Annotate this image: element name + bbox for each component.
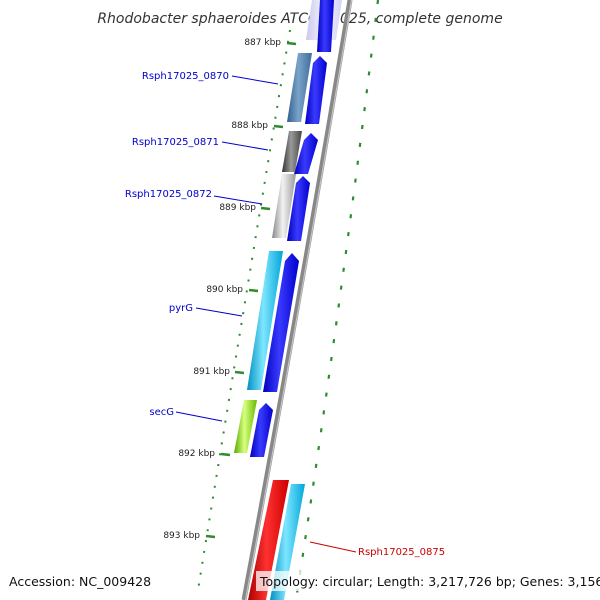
cds-arrow	[250, 403, 273, 457]
gene-label-secG[interactable]: secG	[149, 407, 174, 418]
gene-block-pyrG	[247, 251, 283, 390]
ruler-label: 890 kbp	[206, 285, 243, 295]
gene-label-pyrG[interactable]: pyrG	[169, 303, 193, 314]
gene-block-rsph17025-0872	[272, 174, 296, 238]
map-title: Rhodobacter sphaeroides ATCC 17025, comp…	[97, 11, 502, 27]
genome-summary-text: Topology: circular; Length: 3,217,726 bp…	[259, 574, 600, 589]
gene-blocks	[234, 53, 312, 600]
ruler-label: 888 kbp	[231, 121, 268, 131]
backbone-highlight	[244, 0, 353, 600]
gene-block-rsph17025-0870	[287, 53, 312, 122]
gene-leader-lines	[175, 75, 357, 553]
gene-label-rsph17025-0870[interactable]: Rsph17025_0870	[142, 71, 229, 82]
genome-backbone	[241, 0, 353, 600]
cds-arrow	[317, 0, 334, 52]
accession-text: Accession: NC_009428	[9, 574, 151, 589]
gene-labels: Rsph17025_0870 Rsph17025_0871 Rsph17025_…	[125, 71, 445, 558]
ruler-label: 891 kbp	[193, 367, 230, 377]
cds-forward-track	[250, 0, 334, 457]
cds-arrow	[287, 176, 310, 241]
cds-arrow	[294, 133, 318, 174]
cds-arrow	[263, 253, 299, 392]
gene-block-secG	[234, 400, 257, 453]
ruler-label: 892 kbp	[178, 449, 215, 459]
ruler-label: 889 kbp	[219, 203, 256, 213]
ruler-major-ticks	[205, 41, 297, 539]
cds-arrow	[305, 56, 327, 124]
gene-label-rsph17025-0871[interactable]: Rsph17025_0871	[132, 137, 219, 148]
ruler-label: 887 kbp	[244, 38, 281, 48]
gene-label-rsph17025-0872[interactable]: Rsph17025_0872	[125, 189, 212, 200]
footer-summary-backdrop	[256, 571, 592, 591]
ruler-label: 893 kbp	[163, 531, 200, 541]
gene-label-rsph17025-0875[interactable]: Rsph17025_0875	[358, 547, 445, 558]
gene-block-highlighted	[248, 480, 289, 600]
ruler-labels: 887 kbp 888 kbp 889 kbp 890 kbp 891 kbp …	[163, 38, 281, 541]
gene-block-rsph17025-0871	[282, 131, 302, 172]
